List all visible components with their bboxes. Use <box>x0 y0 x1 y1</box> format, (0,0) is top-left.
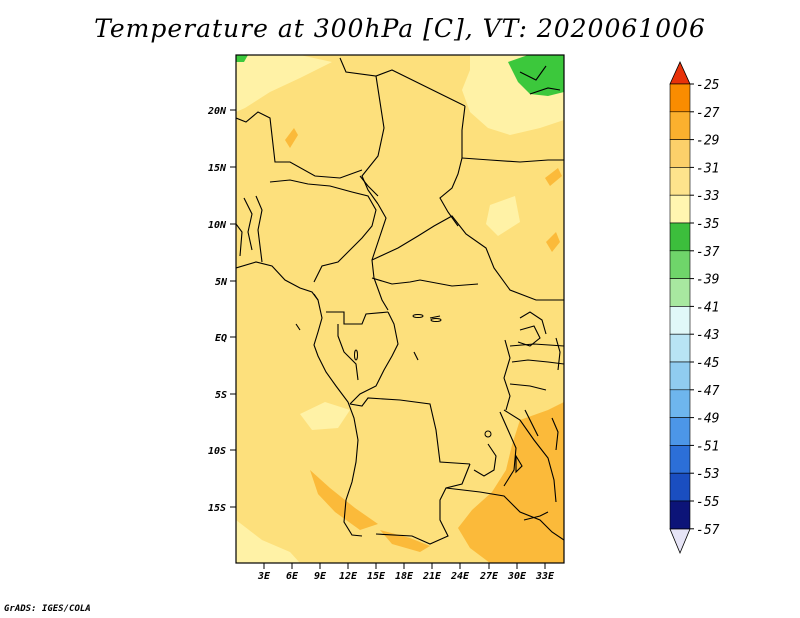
lat-tick-label: EQ <box>215 333 227 344</box>
colorbar-label: -33 <box>696 189 719 204</box>
colorbar-label: -31 <box>696 161 719 176</box>
lat-tick-label: 15S <box>208 503 226 514</box>
colorbar-swatch <box>670 390 690 418</box>
lon-tick-label: 3E <box>257 571 271 582</box>
colorbar-label: -47 <box>696 384 720 399</box>
lon-tick-label: 30E <box>507 571 527 582</box>
lat-tick-label: 10N <box>208 220 227 231</box>
lat-tick-15S: 15S <box>208 503 236 514</box>
colorbar-label: -43 <box>696 328 719 343</box>
lon-tick-30E: 30E <box>507 563 527 582</box>
colorbar-swatch <box>670 140 690 168</box>
lat-tick-label: 5N <box>215 277 228 288</box>
colorbar-swatch <box>670 167 690 195</box>
lon-tick-label: 33E <box>535 571 555 582</box>
latitude-axis: 20N 15N 10N 5N EQ 5S 10S 15S <box>207 106 236 514</box>
colorbar-swatch <box>670 445 690 473</box>
credit-text: GrADS: IGES/COLA <box>4 604 91 614</box>
colorbar-top-arrow <box>670 62 690 84</box>
lon-tick-9E: 9E <box>314 563 327 582</box>
lat-tick-10S: 10S <box>208 446 236 457</box>
lat-tick-20N: 20N <box>207 106 236 117</box>
lat-tick-label: 10S <box>208 446 226 457</box>
longitude-axis: 3E 6E 9E 12E 15E 18E 21E 24E 27E 30E 33E <box>257 563 555 582</box>
lon-tick-label: 9E <box>314 571 327 582</box>
lon-tick-label: 24E <box>450 571 470 582</box>
lon-tick-12E: 12E <box>339 563 358 582</box>
colorbar-swatch <box>670 279 690 307</box>
colorbar-label: -37 <box>696 245 720 260</box>
colorbar-label: -53 <box>696 467 719 482</box>
lon-tick-3E: 3E <box>257 563 271 582</box>
colorbar-swatch <box>670 223 690 251</box>
lon-tick-label: 15E <box>367 571 386 582</box>
colorbar-swatch <box>670 306 690 334</box>
map-panel: 20N 15N 10N 5N EQ 5S 10S 15S 3E 6E 9E 12… <box>207 55 564 582</box>
colorbar-label: -27 <box>696 106 720 121</box>
colorbar-label: -39 <box>696 273 719 288</box>
lon-tick-21E: 21E <box>422 563 442 582</box>
lat-tick-EQ: EQ <box>215 333 236 344</box>
lon-tick-label: 18E <box>395 571 414 582</box>
lat-tick-label: 15N <box>208 163 227 174</box>
colorbar-swatch <box>670 362 690 390</box>
lon-tick-label: 27E <box>479 571 499 582</box>
lat-tick-label: 20N <box>207 106 227 117</box>
lat-tick-label: 5S <box>215 390 227 401</box>
lat-tick-5N: 5N <box>215 277 236 288</box>
lon-tick-18E: 18E <box>395 563 414 582</box>
lon-tick-15E: 15E <box>367 563 386 582</box>
colorbar-label: -29 <box>696 134 719 149</box>
lon-tick-6E: 6E <box>286 563 299 582</box>
lat-tick-5S: 5S <box>215 390 236 401</box>
lat-tick-10N: 10N <box>208 220 236 231</box>
colorbar-swatch <box>670 112 690 140</box>
lon-tick-label: 6E <box>286 571 299 582</box>
colorbar-swatches <box>670 84 690 529</box>
colorbar-swatch <box>670 473 690 501</box>
lon-tick-24E: 24E <box>450 563 470 582</box>
colorbar-label: -35 <box>696 217 720 232</box>
lon-tick-33E: 33E <box>535 563 555 582</box>
lat-tick-15N: 15N <box>208 163 236 174</box>
colorbar-label: -57 <box>696 523 720 538</box>
colorbar-label: -55 <box>696 495 720 510</box>
colorbar-label: -45 <box>696 356 720 371</box>
lon-tick-27E: 27E <box>479 563 499 582</box>
lon-tick-label: 12E <box>339 571 358 582</box>
colorbar-legend: -25 -27 -29 -31 -33 -35 -37 -39 -41 -43 -45 -47 -49 -… <box>670 62 720 553</box>
colorbar-labels: -25 -27 -29 -31 -33 -35 -37 -39 -41 -43 -45 -47 -49 -… <box>690 78 720 538</box>
colorbar-swatch <box>670 418 690 446</box>
colorbar-swatch <box>670 501 690 529</box>
colorbar-swatch <box>670 195 690 223</box>
colorbar-bottom-arrow <box>670 529 690 553</box>
lon-tick-label: 21E <box>422 571 442 582</box>
colorbar-label: -25 <box>696 78 720 93</box>
colorbar-label: -51 <box>696 439 719 454</box>
colorbar-swatch <box>670 334 690 362</box>
colorbar-label: -49 <box>696 412 719 427</box>
colorbar-swatch <box>670 84 690 112</box>
colorbar-swatch <box>670 251 690 279</box>
colorbar-label: -41 <box>696 300 719 315</box>
